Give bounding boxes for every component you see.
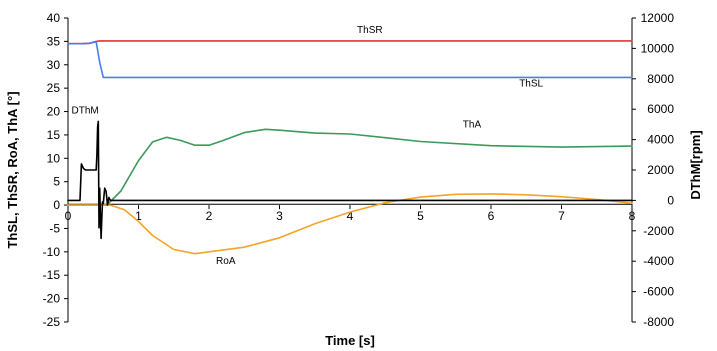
y-left-tick-label: 25 [47,81,61,95]
y-left-axis-title: ThSL, ThSR, RoA, ThA [°] [5,91,20,248]
x-tick-label: 7 [558,209,565,223]
y-left-tick-label: -20 [43,292,61,306]
y-left-tick-label: 0 [53,198,60,212]
y-right-tick-label: -8000 [643,315,674,329]
x-tick-label: 5 [417,209,424,223]
series-layer [67,40,633,255]
y-left-tick-label: -15 [43,268,61,282]
y-right-tick-label: 0 [667,193,674,207]
series-label-tha: ThA [463,119,482,130]
series-labels: ThSR ThSL ThA RoA DThM [72,25,544,267]
series-label-thsr: ThSR [357,25,383,36]
y-left-tick-label: -25 [43,315,61,329]
series-line-tha [67,128,633,206]
x-tick-label: 3 [276,209,283,223]
series-line-roa [67,193,633,255]
y-left-tick-label: 30 [47,58,61,72]
x-tick-label: 6 [488,209,495,223]
series-label-dthm: DThM [72,105,99,116]
y-left-tick-label: -5 [49,221,60,235]
series-line-thsl [67,41,633,79]
y-left-tick-label: 20 [47,105,61,119]
series-label-thsl: ThSL [519,78,543,89]
y-right-tick-label: 4000 [647,133,674,147]
x-tick-label: 1 [135,209,142,223]
series-line-thsr [67,40,633,45]
y-left-tick-label: 10 [47,151,61,165]
y-right-tick-label: 10000 [641,41,675,55]
y-right-axis-title: DThM[rpm] [688,130,703,199]
x-tick-label: 4 [347,209,354,223]
y-left-tick-label: -10 [43,245,61,259]
y-left-tick-label: 5 [53,175,60,189]
y-left-tick-label: 35 [47,34,61,48]
y-right-tick-label: 8000 [647,72,674,86]
series-label-roa: RoA [216,256,236,267]
y-right-tick-label: 6000 [647,102,674,116]
y-right-tick-label: 12000 [641,11,675,25]
x-tick-label: 2 [206,209,213,223]
x-tick-label: 8 [629,209,636,223]
y-right-tick-label: -2000 [643,224,674,238]
x-tick-label: 0 [65,209,72,223]
y-right-tick-label: -4000 [643,254,674,268]
x-axis-title: Time [s] [325,333,375,348]
y-right-tick-label: -6000 [643,285,674,299]
y-left-tick-label: 40 [47,11,61,25]
y-left-tick-label: 15 [47,128,61,142]
series-line-dthm [67,120,633,240]
axis-ticks: 0 1 2 3 4 5 6 7 8 -25 -20 -15 -10 -5 0 5 10 15 20 25 30 35 40 -… [43,11,675,329]
plot-frame [67,18,633,322]
y-right-tick-label: 2000 [647,163,674,177]
